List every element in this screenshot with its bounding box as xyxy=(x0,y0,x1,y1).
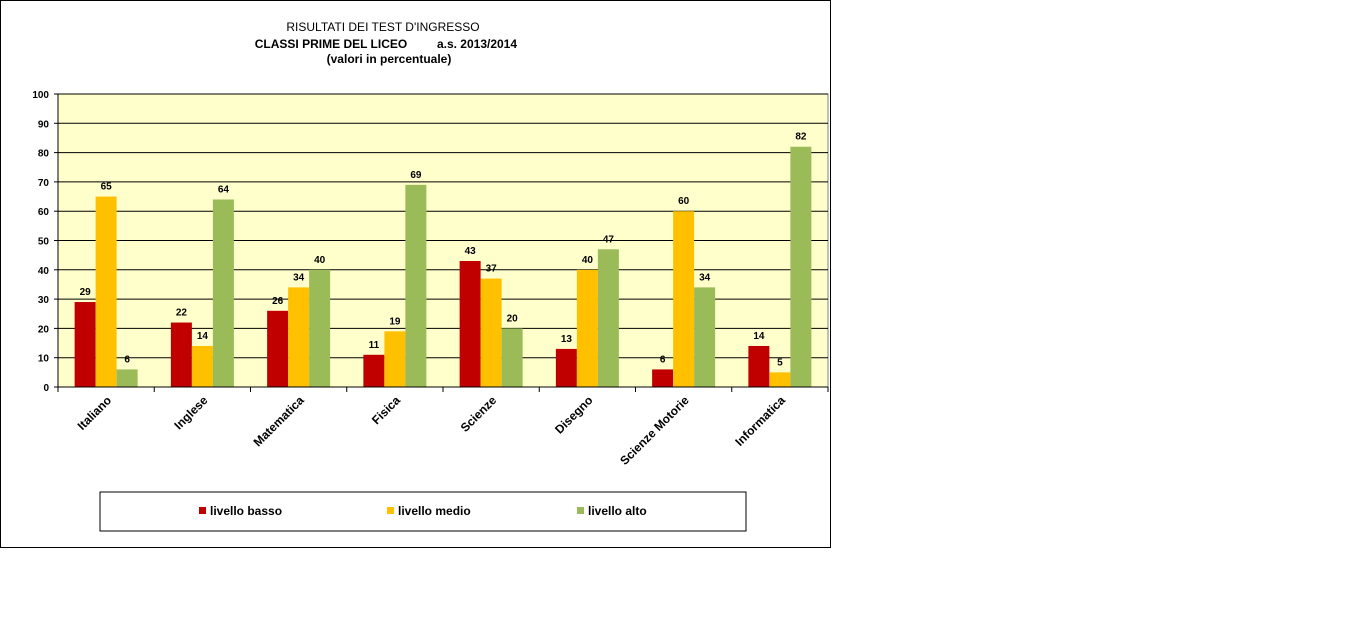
bar-livello-medio-inglese xyxy=(191,345,213,387)
y-tick-label: 30 xyxy=(38,295,50,306)
data-label: 13 xyxy=(561,334,573,345)
chart-frame: RISULTATI DEI TEST D'INGRESSO CLASSI PRI… xyxy=(0,0,831,548)
bar-livello-medio-matematica xyxy=(288,287,310,387)
legend-box xyxy=(99,491,747,532)
bar-livello-alto-matematica xyxy=(309,269,331,387)
x-category-label: Disegno xyxy=(552,393,595,436)
bar-livello-medio-fisica xyxy=(384,331,406,387)
legend-swatch xyxy=(199,507,206,514)
legend-label: livello basso xyxy=(210,504,282,518)
data-label: 37 xyxy=(486,264,498,275)
data-label: 43 xyxy=(465,246,477,257)
chart-subtitle-left: CLASSI PRIME DEL LICEO xyxy=(255,37,407,51)
bar-livello-basso-scienze xyxy=(459,261,481,387)
bar-livello-basso-scienze-motorie xyxy=(652,369,674,387)
bar-livello-basso-inglese xyxy=(170,322,192,387)
data-label: 29 xyxy=(80,287,92,298)
chart-subtitle-note: (valori in percentuale) xyxy=(327,52,452,66)
y-tick-label: 40 xyxy=(38,266,50,277)
y-tick-label: 90 xyxy=(38,119,50,130)
bar-livello-basso-italiano xyxy=(74,302,96,387)
y-tick-label: 60 xyxy=(38,207,50,218)
data-label: 40 xyxy=(314,255,326,266)
x-category-label: Scienze Motorie xyxy=(617,393,692,468)
data-label: 40 xyxy=(582,255,594,266)
data-label: 65 xyxy=(101,182,113,193)
data-label: 14 xyxy=(753,331,765,342)
y-tick-label: 0 xyxy=(43,383,49,394)
bar-livello-alto-disegno xyxy=(597,249,619,387)
bar-livello-medio-disegno xyxy=(576,269,598,387)
data-label: 6 xyxy=(660,354,666,365)
data-label: 60 xyxy=(678,196,690,207)
y-tick-label: 10 xyxy=(38,354,50,365)
data-label: 22 xyxy=(176,308,188,319)
data-label: 82 xyxy=(795,132,807,143)
chart-subtitle-right: a.s. 2013/2014 xyxy=(437,37,517,51)
x-category-label: Matematica xyxy=(251,393,307,449)
legend-label: livello alto xyxy=(588,504,647,518)
y-tick-label: 20 xyxy=(38,324,50,335)
data-label: 47 xyxy=(603,234,615,245)
data-label: 64 xyxy=(218,184,230,195)
y-tick-label: 50 xyxy=(38,237,50,248)
bar-livello-basso-matematica xyxy=(267,310,289,387)
bar-livello-medio-italiano xyxy=(95,196,117,387)
bar-livello-basso-disegno xyxy=(555,348,577,387)
y-tick-label: 100 xyxy=(32,90,49,101)
bar-livello-basso-fisica xyxy=(363,354,385,387)
data-label: 19 xyxy=(389,316,401,327)
bar-livello-alto-inglese xyxy=(212,199,234,387)
data-labels: 29 65 6 22 14 64 26 34 40 11 19 69 43 37 20 13 40 47 6 60 34… xyxy=(80,132,807,369)
chart-title: RISULTATI DEI TEST D'INGRESSO xyxy=(286,20,479,34)
legend-swatch xyxy=(577,507,584,514)
legend: livello basso livello medio livello alto xyxy=(99,491,747,532)
bar-chart: RISULTATI DEI TEST D'INGRESSO CLASSI PRI… xyxy=(32,20,829,532)
x-category-label: Informatica xyxy=(732,393,788,449)
data-label: 14 xyxy=(197,331,209,342)
y-tick-label: 70 xyxy=(38,178,50,189)
bar-livello-basso-informatica xyxy=(748,345,770,387)
bar-livello-alto-italiano xyxy=(116,369,138,387)
legend-swatch xyxy=(387,507,394,514)
data-label: 5 xyxy=(777,357,783,368)
data-label: 34 xyxy=(699,272,711,283)
bar-livello-alto-scienze-motorie xyxy=(694,287,716,387)
x-category-label: Italiano xyxy=(75,393,115,433)
data-label: 6 xyxy=(124,354,130,365)
data-label: 26 xyxy=(272,296,284,307)
x-category-label: Inglese xyxy=(171,393,210,432)
data-label: 34 xyxy=(293,272,305,283)
data-label: 20 xyxy=(507,313,519,324)
y-tick-label: 80 xyxy=(38,149,50,160)
legend-label: livello medio xyxy=(398,504,471,518)
bar-livello-alto-informatica xyxy=(790,146,812,387)
bar-livello-alto-fisica xyxy=(405,184,427,387)
bars xyxy=(74,146,812,387)
x-category-label: Fisica xyxy=(369,393,403,427)
x-category-label: Scienze xyxy=(458,393,500,435)
bar-livello-medio-informatica xyxy=(769,372,791,387)
bar-livello-medio-scienze xyxy=(480,278,502,387)
data-label: 11 xyxy=(369,340,380,351)
bar-livello-alto-scienze xyxy=(501,328,523,387)
bar-livello-medio-scienze-motorie xyxy=(673,211,695,387)
data-label: 69 xyxy=(410,170,422,181)
